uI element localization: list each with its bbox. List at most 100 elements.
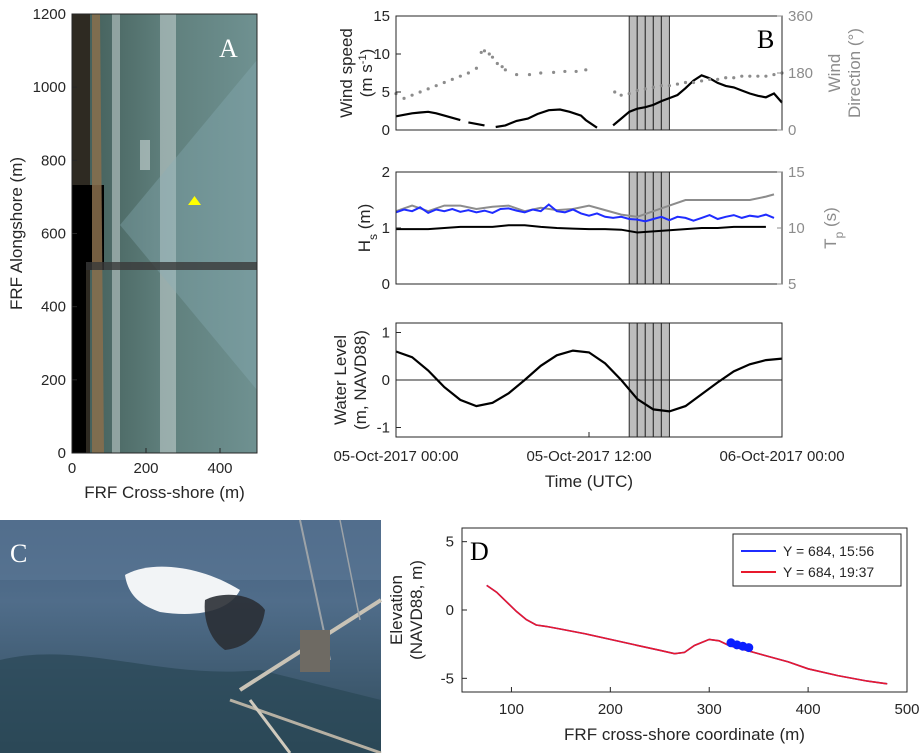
y-tick-label: 0	[382, 276, 390, 293]
panel-b-wave-axes: 0 1 2 5 10 15 Hs (m) Tp (s)	[355, 164, 846, 293]
wind-direction-point	[764, 74, 768, 78]
y-tick-label: 10	[373, 46, 390, 63]
wind-direction-point	[716, 77, 720, 81]
y-tick-label: 0	[446, 602, 454, 619]
y-tick-label: 2	[382, 164, 390, 181]
axes-frame	[395, 15, 783, 131]
legend-label-1937: Y = 684, 19:37	[783, 564, 874, 580]
y-tick-label: 400	[41, 299, 66, 316]
wind-speed-line	[468, 121, 485, 127]
wind-direction-point	[627, 91, 631, 96]
y-tick-label: 15	[373, 8, 390, 25]
wind-direction-point	[466, 71, 470, 75]
x-tick-label: 0	[68, 460, 76, 477]
wind-direction-point	[708, 77, 712, 81]
hs-blue-line	[395, 203, 775, 223]
wind-direction-point	[748, 74, 752, 78]
wind-direction-point	[426, 87, 430, 91]
y2-tick-label: 360	[788, 8, 813, 25]
y-tick-label: 800	[41, 152, 66, 169]
x-tick-label: 05-Oct-2017 12:00	[526, 448, 651, 465]
shaded-period	[636, 171, 646, 285]
legend-box	[732, 533, 902, 587]
y-tick-label: 5	[446, 534, 454, 551]
wind-direction-point	[613, 90, 617, 94]
wind-direction-point	[434, 84, 438, 88]
wind-direction-point	[584, 68, 588, 72]
wind-direction-point	[495, 61, 499, 66]
y2-tick-label: 15	[788, 164, 805, 181]
y-tick-label: 1	[382, 325, 390, 342]
x-axis-label: Time (UTC)	[545, 472, 633, 491]
y-tick-label: 600	[41, 226, 66, 243]
wind-direction-point	[635, 88, 639, 93]
wind-direction-point	[651, 85, 655, 89]
wind-direction-point	[659, 84, 663, 88]
wind-direction-point	[474, 66, 479, 70]
shaded-period	[628, 15, 638, 131]
y-tick-label: 5	[382, 84, 390, 101]
profile-line-1937	[486, 584, 888, 685]
wind-direction-point	[643, 87, 647, 91]
panel-c-label: C	[10, 539, 27, 568]
wave-breaking-photo-icon	[0, 519, 383, 753]
x-tick-label: 400	[796, 701, 821, 718]
wind-direction-point	[527, 72, 532, 77]
wind-direction-point	[772, 72, 776, 77]
wind-direction-point	[667, 84, 672, 88]
panel-a-label: A	[219, 34, 238, 63]
y-axis-label-line1: Water Level	[331, 335, 350, 425]
wind-direction-point	[683, 80, 688, 85]
x-tick-label: 500	[894, 701, 919, 718]
profile-line-1556	[486, 584, 888, 685]
panel-a-image	[72, 14, 257, 453]
wind-direction-point	[503, 68, 507, 72]
x-tick-label: 300	[697, 701, 722, 718]
wind-direction-point	[552, 70, 556, 74]
y2-tick-label: 0	[788, 122, 796, 139]
wind-speed-line	[395, 110, 461, 122]
tp-line	[395, 193, 775, 218]
y-tick-label: 1200	[33, 6, 66, 23]
shaded-period	[652, 15, 662, 131]
wind-direction-point	[450, 77, 454, 81]
wind-direction-point	[563, 69, 567, 74]
wind-direction-point	[402, 96, 406, 100]
y-tick-label: -1	[377, 420, 390, 437]
y2-axis-label-line2: Direction (°)	[845, 28, 864, 118]
wind-direction-point	[539, 71, 543, 75]
shaded-period	[636, 15, 646, 131]
y-tick-label: 0	[382, 372, 390, 389]
sensor-point	[744, 643, 754, 653]
legend-label-1556: Y = 684, 15:56	[783, 543, 874, 559]
x-axis-label: FRF Cross-shore (m)	[84, 483, 245, 502]
y-tick-label: 0	[58, 445, 66, 462]
panel-b-wind-axes: 0 5 10 15 0 180 360 Wind speed (m s-1) Wind Direct…	[337, 8, 864, 139]
y2-tick-label: 5	[788, 276, 796, 293]
wind-direction-point	[490, 55, 495, 59]
x-tick-label: 200	[133, 460, 158, 477]
shaded-period	[660, 15, 670, 131]
panel-d-label: D	[470, 537, 489, 566]
shaded-period	[628, 171, 638, 285]
x-tick-label: 100	[499, 701, 524, 718]
yellow-triangle-icon	[188, 196, 201, 205]
x-axis-label: FRF cross-shore coordinate (m)	[564, 725, 805, 744]
wind-direction-point	[442, 80, 446, 85]
y-tick-label: 0	[382, 122, 390, 139]
legend: Y = 684, 15:56 Y = 684, 19:37	[732, 533, 902, 587]
y-axis-label-line2: (NAVD88, m)	[407, 560, 426, 660]
wind-direction-point	[756, 74, 760, 78]
panel-a-axes: 0 200 400 600 800 1000 1200 0 200 400 FRF Cross-sh…	[7, 6, 258, 502]
shaded-period	[644, 171, 654, 285]
wind-direction-point	[482, 49, 487, 53]
y-axis-label-line2: (m, NAVD88)	[351, 330, 370, 430]
shaded-period	[644, 15, 654, 131]
y2-axis-label-line1: Wind	[825, 54, 844, 93]
wind-direction-point	[691, 80, 696, 85]
y-axis-label: FRF Alongshore (m)	[7, 157, 26, 310]
x-tick-label: 05-Oct-2017 00:00	[333, 448, 458, 465]
panel-b-water-level-axes: -1 0 1 05-Oct-2017 00:00 05-Oct-2017 12:00 06…	[331, 322, 845, 491]
